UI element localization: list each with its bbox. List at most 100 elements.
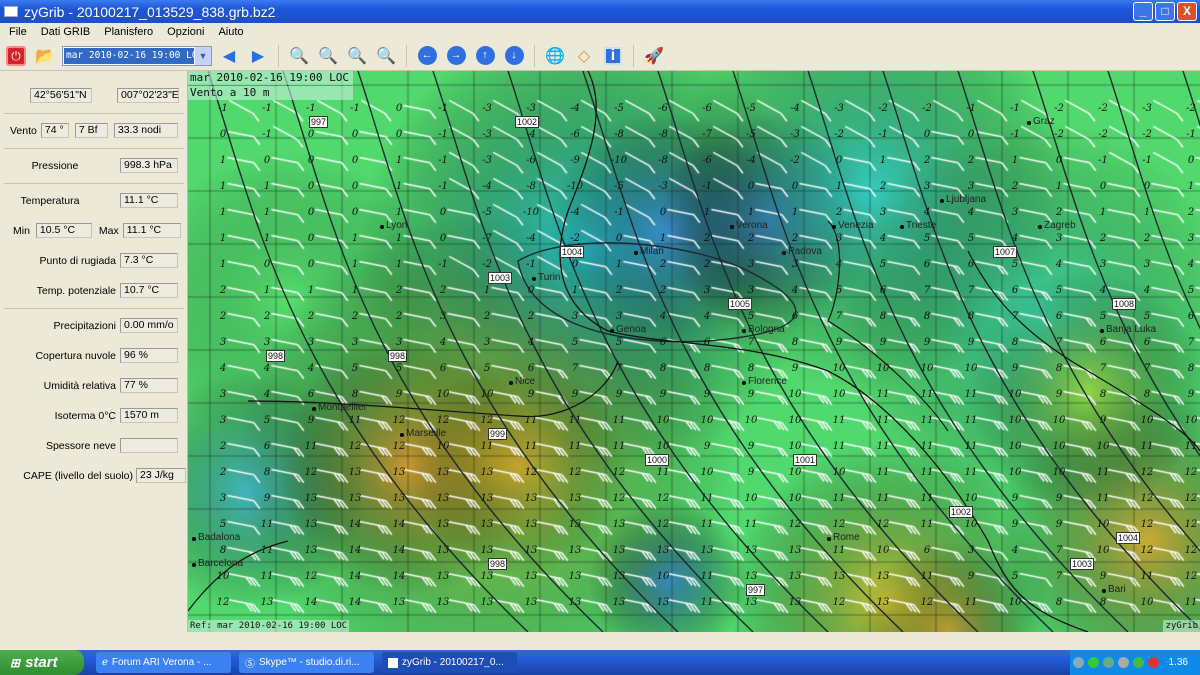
grid-value: 11: [920, 493, 934, 504]
task-forum[interactable]: ℯ Forum ARI Verona - ...: [96, 652, 231, 673]
grid-value: 6: [923, 259, 931, 270]
tray-antivirus-icon[interactable]: [1132, 657, 1144, 668]
grid-value: 12: [656, 519, 670, 530]
menu-aiuto[interactable]: Aiuto: [218, 26, 244, 38]
zoom-out-icon[interactable]: 🔍: [318, 47, 338, 65]
grid-value: 11: [700, 597, 714, 608]
tray-expand-icon[interactable]: [1072, 657, 1084, 668]
grid-value: 10: [656, 571, 670, 582]
grid-value: 2: [351, 311, 359, 322]
tray-alert-icon[interactable]: [1147, 657, 1159, 668]
weather-map[interactable]: -1 -1 -1 -1 0 -1 -3 -3 -4 -5 -6 -6 -5 -4 -3 -2 -2 -1 -1 -2-…: [188, 71, 1200, 632]
grid-value: 14: [348, 597, 362, 608]
grid-value: 4: [879, 233, 887, 244]
grid-value: 0: [351, 207, 359, 218]
next-arrow-icon[interactable]: ▶: [251, 47, 265, 65]
grid-value: 0: [351, 155, 359, 166]
grid-value: -4: [790, 103, 800, 114]
chevron-down-icon[interactable]: ▼: [195, 46, 211, 65]
menu-file[interactable]: File: [9, 26, 27, 38]
grid-value: 4: [263, 389, 271, 400]
grid-value: 5: [835, 285, 843, 296]
grid-value: 2: [967, 155, 975, 166]
snow-depth-label: Spessore neve: [45, 439, 116, 452]
grid-value: 11: [964, 389, 978, 400]
menu-dati-grib[interactable]: Dati GRIB: [40, 26, 91, 38]
grid-value: -6: [570, 129, 580, 140]
grid-value: 11: [568, 415, 582, 426]
grid-value: -1: [438, 181, 448, 192]
grid-value: 13: [788, 571, 802, 582]
grid-value: 4: [1011, 233, 1019, 244]
info-icon[interactable]: i: [601, 44, 625, 68]
grid-value: 13: [480, 493, 494, 504]
maximize-button[interactable]: □: [1155, 2, 1175, 21]
pin-icon[interactable]: ◇: [577, 47, 591, 65]
grid-value: 13: [392, 467, 406, 478]
grid-value: 6: [967, 259, 975, 270]
grid-value: 13: [656, 597, 670, 608]
cloud-cover-label: Copertura nuvole: [35, 349, 116, 362]
zoom-fit-icon[interactable]: 🔍: [347, 47, 367, 65]
grid-value: 2: [1187, 207, 1195, 218]
grid-value: 13: [612, 571, 626, 582]
pan-down-icon[interactable]: ↓: [502, 44, 526, 68]
grid-value: 4: [263, 363, 271, 374]
wind-label: Vento: [10, 124, 37, 137]
pan-left-icon[interactable]: ←: [415, 44, 439, 68]
grid-value: 3: [967, 545, 975, 556]
grid-value: 10: [1008, 467, 1022, 478]
isobar-label: 1002: [515, 116, 540, 128]
app-icon: [4, 6, 18, 17]
grid-value: 13: [568, 597, 582, 608]
close-button[interactable]: X: [1177, 2, 1197, 21]
grid-value: 10: [1008, 415, 1022, 426]
grid-value: 13: [876, 571, 890, 582]
pan-right-icon[interactable]: →: [444, 44, 468, 68]
grid-value: 12: [392, 415, 406, 426]
zoom-in-icon[interactable]: 🔍: [289, 47, 309, 65]
task-label: zyGrib - 20100217_0...: [402, 657, 504, 668]
pan-up-icon[interactable]: ↑: [473, 44, 497, 68]
grid-value: 0: [527, 285, 535, 296]
tray-green-icon[interactable]: [1087, 657, 1099, 668]
grid-value: 10: [1008, 441, 1022, 452]
coastline: [827, 220, 949, 432]
date-select[interactable]: mar 2010-02-16 19:00 LOC ▼: [62, 45, 212, 66]
grid-value: 1: [263, 181, 271, 192]
menu-opzioni[interactable]: Opzioni: [167, 26, 205, 38]
grid-value: -1: [438, 129, 448, 140]
menu-planisfero[interactable]: Planisfero: [104, 26, 154, 38]
globe-icon[interactable]: 🌐: [545, 47, 565, 65]
coastline: [247, 360, 619, 418]
grid-value: 9: [395, 389, 403, 400]
start-button[interactable]: ⊞ start: [0, 650, 84, 675]
city-label: Florence: [742, 376, 787, 387]
grid-value: 1: [307, 285, 315, 296]
rocket-icon[interactable]: 🚀: [644, 47, 664, 65]
prev-arrow-icon[interactable]: ◀: [222, 47, 236, 65]
grid-value: 6: [659, 337, 667, 348]
grid-value: 13: [436, 467, 450, 478]
city-label: Milan: [634, 246, 664, 257]
grid-value: 6: [263, 441, 271, 452]
power-icon[interactable]: ⏻: [4, 44, 28, 68]
grid-value: 8: [1099, 597, 1107, 608]
minimize-button[interactable]: _: [1133, 2, 1153, 21]
task-skype[interactable]: Ⓢ Skype™ - studio.di.ri...: [239, 652, 374, 673]
window-title: zyGrib - 20100217_013529_838.grb.bz2: [24, 3, 276, 20]
grid-value: 1: [1011, 155, 1019, 166]
grid-value: 7: [923, 285, 931, 296]
city-label: Badalona: [191, 532, 241, 543]
grid-value: 11: [876, 493, 890, 504]
grid-value: 14: [348, 545, 362, 556]
open-folder-icon[interactable]: 📂: [35, 47, 55, 65]
grid-value: 9: [1099, 415, 1107, 426]
grid-value: 3: [835, 233, 843, 244]
zoom-select-icon[interactable]: 🔍: [376, 47, 396, 65]
task-zygrib[interactable]: zyGrib - 20100217_0...: [382, 652, 517, 673]
tray-network-icon[interactable]: [1102, 657, 1114, 668]
tray-volume-icon[interactable]: [1117, 657, 1129, 668]
grid-value: 12: [348, 441, 362, 452]
grid-value: -5: [614, 103, 624, 114]
